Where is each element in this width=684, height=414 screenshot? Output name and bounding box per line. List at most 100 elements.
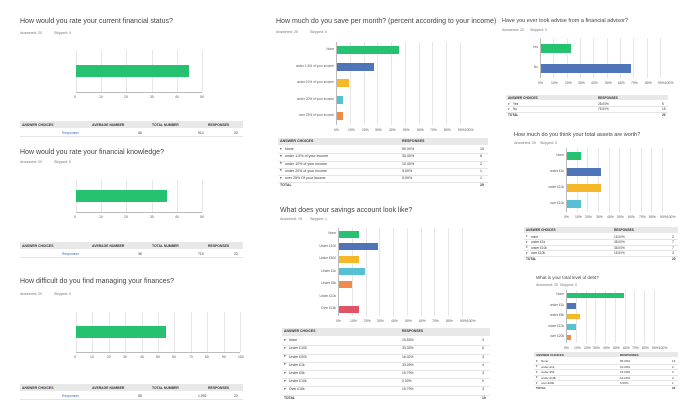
y-axis	[566, 290, 567, 343]
answer-choice: Under £500	[289, 354, 307, 359]
table-row: ▾ Yes 25.00% 5	[506, 101, 668, 108]
x-tick-label: 40%	[389, 127, 396, 132]
q6-title: Have you ever took advise from a financi…	[502, 18, 628, 24]
expand-icon[interactable]: ▾	[284, 378, 286, 383]
y-axis	[338, 228, 339, 316]
q4-chart: 0% 10% 20% 30% 40% 50% 60% 70% 80% 90%100% None und…	[276, 40, 473, 132]
y-axis	[540, 38, 541, 78]
responses-link[interactable]: Responses	[62, 130, 79, 135]
x-tick-label: 0	[74, 95, 76, 99]
expand-icon[interactable]: ▾	[280, 175, 282, 180]
column-header: RESPONSES	[208, 122, 230, 127]
column-header: ANSWER CHOICES	[284, 329, 316, 333]
expand-icon[interactable]: ▾	[284, 362, 286, 367]
x-tick-label: 30	[150, 95, 154, 99]
expand-icon[interactable]: ▾	[284, 354, 286, 359]
response-percent: 33.09%	[402, 362, 414, 367]
category-bar	[541, 63, 631, 73]
x-tick-label: 50%	[405, 318, 412, 323]
average-bar	[76, 326, 167, 338]
table-row: Responses 55 1,092 20	[20, 392, 243, 400]
table-header: ANSWER CHOICES AVERAGE NUMBER TOTAL NUMBER…	[20, 121, 243, 128]
expand-icon[interactable]: ▾	[508, 101, 510, 106]
q7-title: How much do you think your total assets …	[514, 132, 641, 138]
expand-icon[interactable]: ▾	[536, 358, 538, 363]
expand-icon[interactable]: ▾	[536, 364, 538, 369]
expand-icon[interactable]: ▾	[280, 161, 282, 166]
column-header: ANSWER CHOICES	[508, 96, 538, 100]
expand-icon[interactable]: ▾	[536, 380, 538, 385]
expand-icon[interactable]: ▾	[526, 234, 528, 239]
grid-line	[240, 312, 241, 352]
expand-icon[interactable]: ▾	[284, 370, 286, 375]
x-tick-label: 10%	[551, 81, 558, 85]
x-tick-label: 0	[74, 355, 76, 359]
x-tick-label: 0%	[336, 318, 341, 323]
response-percent: 10.00%	[620, 364, 631, 369]
category-bar	[339, 230, 359, 238]
category-label: Under £10k	[319, 293, 336, 298]
expand-icon[interactable]: ▾	[280, 153, 282, 158]
expand-icon[interactable]: ▾	[280, 146, 282, 151]
q1-title: How would you rate your current financia…	[20, 18, 173, 25]
grid-line	[391, 42, 392, 125]
expand-icon[interactable]: ▾	[508, 106, 510, 111]
grid-line	[609, 148, 610, 212]
expand-icon[interactable]: ▾	[526, 250, 528, 255]
responses-link[interactable]: Responses	[62, 251, 79, 256]
table-row: ▾ Under £100 33.33% 6	[282, 345, 490, 355]
column-header: ANSWER CHOICES	[22, 385, 54, 390]
responses-link[interactable]: Responses	[62, 393, 79, 398]
expand-icon[interactable]: ▾	[284, 337, 286, 342]
category-label: under £5k	[549, 313, 564, 318]
column-header: ANSWER CHOICES	[22, 243, 54, 248]
response-count: 1	[480, 168, 482, 173]
x-tick-label: 90%100%	[658, 81, 674, 85]
column-header: AVERAGE NUMBER	[92, 122, 125, 127]
q4-title: How much do you save per month? (percent…	[276, 18, 497, 25]
expand-icon[interactable]: ▾	[526, 245, 528, 250]
table-header: ANSWER CHOICES RESPONSES	[282, 328, 490, 337]
category-label: under 10% of your income	[296, 80, 334, 85]
table-cell: 20	[234, 251, 238, 256]
answer-choice: over £20k	[541, 381, 555, 385]
grid-line	[567, 38, 568, 78]
x-tick-label: 80%	[444, 127, 451, 132]
grid-line	[620, 38, 621, 78]
table-row: ▾ under 1-5% of your income 30.00% 6	[278, 153, 488, 162]
grid-line	[407, 228, 408, 316]
x-tick-label: 10	[99, 95, 103, 99]
table-cell: 1,092	[198, 393, 207, 398]
response-percent: 10.00%	[620, 375, 631, 380]
expand-icon[interactable]: ▾	[284, 345, 286, 350]
expand-icon[interactable]: ▾	[536, 369, 538, 374]
answer-choice: none	[531, 234, 539, 239]
grid-line	[660, 38, 661, 78]
answer-choice: None	[541, 359, 549, 364]
expand-icon[interactable]: ▾	[280, 168, 282, 173]
q1-table: ANSWER CHOICES AVERAGE NUMBER TOTAL NUMBER…	[20, 121, 243, 137]
grid-line	[448, 228, 449, 316]
q2-answered: Answered: 20	[20, 160, 42, 164]
x-tick-label: 60	[172, 355, 176, 359]
response-percent: 75.00%	[598, 107, 609, 112]
x-tick-label: 40%	[603, 345, 610, 350]
table-row: ▾ under 10% of your income 10.00% 2	[278, 161, 488, 169]
q6-answered: Answered: 20	[502, 28, 524, 32]
q5-title: What does your savings account look like…	[280, 207, 413, 214]
grid-line	[364, 42, 365, 125]
table-row: ▾ over £20k 5.00% 1	[534, 380, 678, 387]
q7-chart: 0% 10% 20% 30% 40% 50% 60% 70% 80% 90%100% None und…	[530, 146, 675, 222]
grid-line	[641, 148, 642, 212]
response-count: 6	[482, 346, 484, 351]
q5-chart: 0% 10% 20% 30% 40% 50% 60% 70% 80% 90%100% None Und…	[282, 226, 475, 323]
q5-answered: Answered: 19	[280, 217, 302, 221]
x-tick-label: 10	[99, 215, 103, 219]
category-bar	[339, 243, 379, 251]
response-count: 15	[662, 107, 666, 112]
expand-icon[interactable]: ▾	[536, 375, 538, 380]
x-tick-label: 50	[200, 215, 204, 219]
expand-icon[interactable]: ▾	[284, 386, 286, 391]
expand-icon[interactable]: ▾	[526, 239, 528, 244]
table-row: ▾ Under £500 16.02% 3	[282, 354, 490, 363]
